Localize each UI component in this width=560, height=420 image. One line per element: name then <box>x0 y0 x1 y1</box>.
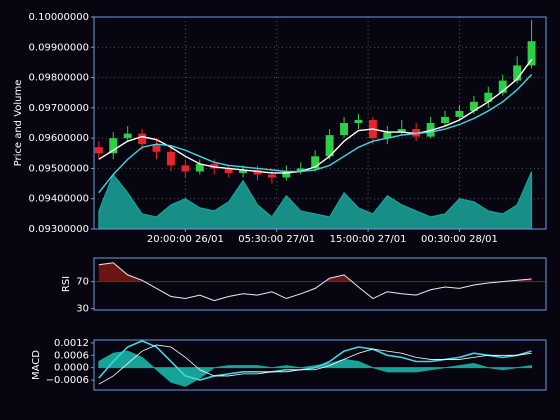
y-tick-label: −0.0006 <box>46 375 89 386</box>
macd-line <box>98 344 532 385</box>
rsi-line <box>98 262 532 302</box>
y-tick-label: 0.0012 <box>54 338 89 349</box>
candle-body <box>296 168 305 172</box>
candle-body <box>210 163 219 169</box>
x-tick-label: 00:30:00 28/01 <box>421 234 498 245</box>
candle-body <box>109 138 118 154</box>
x-tick-label: 20:00:00 26/01 <box>147 234 224 245</box>
panel-frame <box>93 16 547 230</box>
candle-body <box>152 144 161 152</box>
y-tick-label: 0.09600000 <box>29 133 89 144</box>
y-axis-label: RSI <box>61 276 72 292</box>
y-tick-label: 0.0000 <box>54 363 89 374</box>
macd-histogram <box>98 350 533 387</box>
y-axis-label: MACD <box>31 350 42 380</box>
y-tick-label: 0.09800000 <box>29 73 89 84</box>
y-tick-label: 0.09700000 <box>29 103 89 114</box>
candle-body <box>166 151 175 166</box>
candle-body <box>253 169 262 175</box>
y-tick-label: 0.09900000 <box>29 42 89 53</box>
x-tick-label: 15:00:00 27/01 <box>330 234 407 245</box>
candle-body <box>311 156 320 169</box>
candle-body <box>513 65 522 81</box>
candle-body <box>224 168 233 173</box>
candle-body <box>267 174 276 178</box>
candle-body <box>426 123 435 137</box>
candle-body <box>498 80 507 93</box>
y-axis-label: Price and Volume <box>13 80 24 167</box>
candle-body <box>455 110 464 117</box>
candle-body <box>484 92 493 102</box>
y-tick-label: 0.09400000 <box>29 194 89 205</box>
y-tick-label: 0.09300000 <box>29 224 89 235</box>
panel-frame <box>93 339 547 391</box>
y-tick-label: 30 <box>76 304 89 315</box>
candle-body <box>397 129 406 133</box>
candle-body <box>239 169 248 173</box>
moving-average <box>98 58 533 174</box>
candle-body <box>354 119 363 123</box>
y-tick-label: 0.10000000 <box>29 12 89 23</box>
candle-body <box>527 41 536 66</box>
x-tick-label: 05:30:00 27/01 <box>238 234 315 245</box>
candle-body <box>123 133 132 139</box>
candle-body <box>325 135 334 157</box>
panel-frame <box>93 257 547 311</box>
candle-body <box>138 133 147 145</box>
candle-body <box>383 132 392 139</box>
y-tick-label: 0.09500000 <box>29 163 89 174</box>
candle-body <box>412 129 421 137</box>
candle-body <box>181 165 190 172</box>
volume-area <box>98 171 533 230</box>
y-tick-label: 0.0006 <box>54 350 89 361</box>
candle-body <box>469 101 478 111</box>
macd-line <box>98 339 532 381</box>
candle-body <box>340 123 349 136</box>
moving-average <box>98 74 533 194</box>
candle-body <box>441 116 449 123</box>
candle-body <box>195 163 204 172</box>
y-tick-label: 70 <box>76 277 89 288</box>
candle-body <box>94 147 103 154</box>
candle-body <box>282 171 291 178</box>
